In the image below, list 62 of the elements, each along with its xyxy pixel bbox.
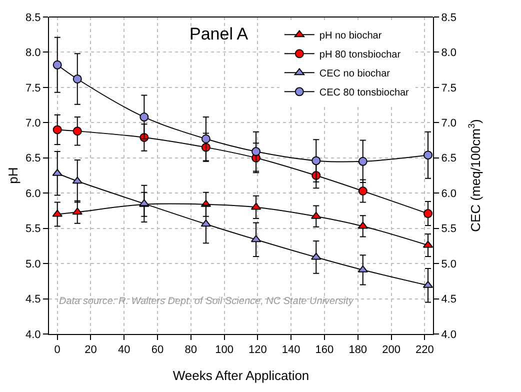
- y2-tick-label: 6.5: [441, 152, 456, 165]
- y2-tick-label: 5.0: [441, 258, 456, 270]
- y2-tick-label: 4.5: [441, 294, 456, 306]
- point: [312, 156, 321, 166]
- y-tick-label: 7.0: [26, 118, 41, 130]
- point: [72, 208, 82, 215]
- x-tick-label: 220: [415, 344, 434, 356]
- point: [52, 125, 62, 134]
- point: [358, 186, 368, 196]
- x-tick-label: 180: [348, 344, 368, 356]
- point: [52, 210, 62, 217]
- y-tick-label: 4.0: [26, 328, 41, 341]
- y-axis-title: pH: [5, 167, 20, 184]
- point: [201, 134, 210, 144]
- point: [72, 126, 82, 136]
- point: [358, 156, 368, 166]
- x-tick-label: 120: [248, 344, 267, 356]
- point: [358, 222, 368, 229]
- y2-tick-label: 7.5: [441, 82, 456, 94]
- x-tick-label: 0: [54, 344, 60, 356]
- point: [311, 252, 322, 260]
- point: [52, 60, 62, 70]
- y2-tick-label: 4.0: [441, 328, 456, 341]
- x-tick-label: 200: [382, 344, 400, 356]
- x-tick-label: 40: [118, 344, 130, 356]
- x-tick-label: 20: [84, 344, 97, 356]
- y-tick-label: 4.5: [26, 294, 41, 306]
- x-tick-label: 60: [151, 344, 164, 356]
- y-tick-label: 8.5: [26, 12, 41, 24]
- point: [252, 147, 261, 156]
- y-tick-label: 5.0: [26, 258, 41, 270]
- legend-label: pH 80 tonsbiochar: [319, 50, 402, 61]
- legend-label: pH no biochar: [319, 30, 382, 42]
- point: [140, 112, 149, 122]
- y2-tick-label: 5.5: [441, 223, 456, 236]
- legend-label: CEC 80 tonsbiochar: [319, 88, 410, 99]
- annotation: Data source: R. Walters Dept. of Soil Science, NC State University: [59, 296, 354, 307]
- point: [358, 265, 368, 272]
- x-tick-label: 140: [282, 344, 300, 356]
- point: [72, 74, 82, 84]
- y2-tick-label: 8.0: [441, 47, 456, 60]
- y2-tick-label: 7.0: [441, 118, 456, 130]
- point: [423, 209, 432, 218]
- y-tick-label: 8.0: [26, 47, 41, 60]
- y2-tick-label: 6.0: [441, 188, 456, 200]
- y-tick-label: 6.0: [26, 188, 41, 200]
- x-axis-title: Weeks After Application: [172, 368, 310, 383]
- point: [52, 168, 62, 176]
- point: [422, 240, 433, 248]
- y-tick-label: 5.5: [26, 223, 41, 236]
- point: [422, 280, 433, 288]
- x-tick-label: 100: [215, 344, 234, 356]
- x-tick-label: 160: [315, 344, 334, 356]
- y-tick-label: 6.5: [26, 152, 41, 165]
- point: [72, 176, 82, 184]
- point: [423, 150, 432, 160]
- point: [311, 212, 322, 219]
- legend-label: CEC no biochar: [319, 68, 391, 80]
- y-tick-label: 7.5: [26, 82, 41, 94]
- x-tick-label: 80: [184, 344, 198, 356]
- y2-tick-label: 8.5: [441, 12, 456, 24]
- chart-title: Panel A: [190, 24, 249, 44]
